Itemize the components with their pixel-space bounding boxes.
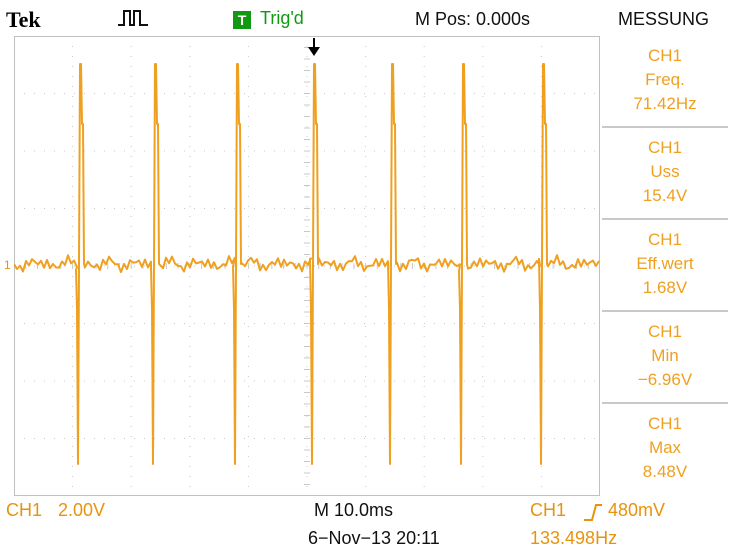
- volts-per-div: 2.00V: [58, 500, 106, 520]
- trigger-level: 480mV: [608, 500, 666, 520]
- measurement-rms[interactable]: CH1 Eff.wert 1.68V: [602, 220, 728, 312]
- date-time: 6−Nov−13 20:11: [308, 528, 440, 548]
- measurement-minimum[interactable]: CH1 Min −6.96V: [602, 312, 728, 404]
- measurement-label: Min: [651, 346, 679, 365]
- measurement-label: Freq.: [645, 70, 685, 89]
- menu-title: MESSUNG: [618, 9, 710, 29]
- measurement-value: 15.4V: [642, 186, 688, 205]
- channel-label: CH1: [6, 500, 43, 520]
- measurement-maximum[interactable]: CH1 Max 8.48V: [602, 404, 728, 496]
- measurement-label: Max: [648, 438, 682, 457]
- measurement-channel: CH1: [647, 138, 682, 157]
- measurement-peak-to-peak[interactable]: CH1 Uss 15.4V: [602, 128, 728, 220]
- measurement-value: 8.48V: [642, 462, 688, 481]
- measure-menu: CH1 Freq. 71.42Hz CH1 Uss 15.4V CH1 Eff.…: [602, 36, 728, 496]
- ch1-ground-marker: 1: [4, 258, 11, 272]
- measurement-value: −6.96V: [637, 370, 693, 389]
- rising-edge-icon: [584, 504, 602, 521]
- measurement-channel: CH1: [647, 46, 682, 65]
- measurement-value: 1.68V: [642, 278, 688, 297]
- time-base: M 10.0ms: [314, 500, 394, 520]
- trigger-status: Trig'd: [260, 8, 304, 28]
- trigger-position-arrow-icon: [308, 38, 320, 56]
- pulse-run-icon: [118, 10, 148, 26]
- top-status-bar: Tek T Trig'd M Pos: 0.000s MESSUNG: [0, 0, 734, 40]
- bottom-status-bar: CH1 2.00V M 10.0ms 6−Nov−13 20:11 CH1 48…: [0, 496, 734, 560]
- brand-logo: Tek: [6, 7, 41, 32]
- ch1-waveform-trace: [14, 63, 600, 465]
- measurement-label: Eff.wert: [636, 254, 694, 273]
- trigger-badge: T: [233, 11, 251, 29]
- measurement-frequency[interactable]: CH1 Freq. 71.42Hz: [602, 36, 728, 128]
- measurement-label: Uss: [650, 162, 680, 181]
- measurement-value: 71.42Hz: [633, 94, 697, 113]
- waveform-display[interactable]: [14, 36, 600, 496]
- trigger-channel: CH1: [530, 500, 567, 520]
- horizontal-position: M Pos: 0.000s: [415, 9, 531, 29]
- measurement-channel: CH1: [647, 414, 682, 433]
- measurement-channel: CH1: [647, 230, 682, 249]
- trigger-frequency: 133.498Hz: [530, 528, 618, 548]
- measurement-channel: CH1: [647, 322, 682, 341]
